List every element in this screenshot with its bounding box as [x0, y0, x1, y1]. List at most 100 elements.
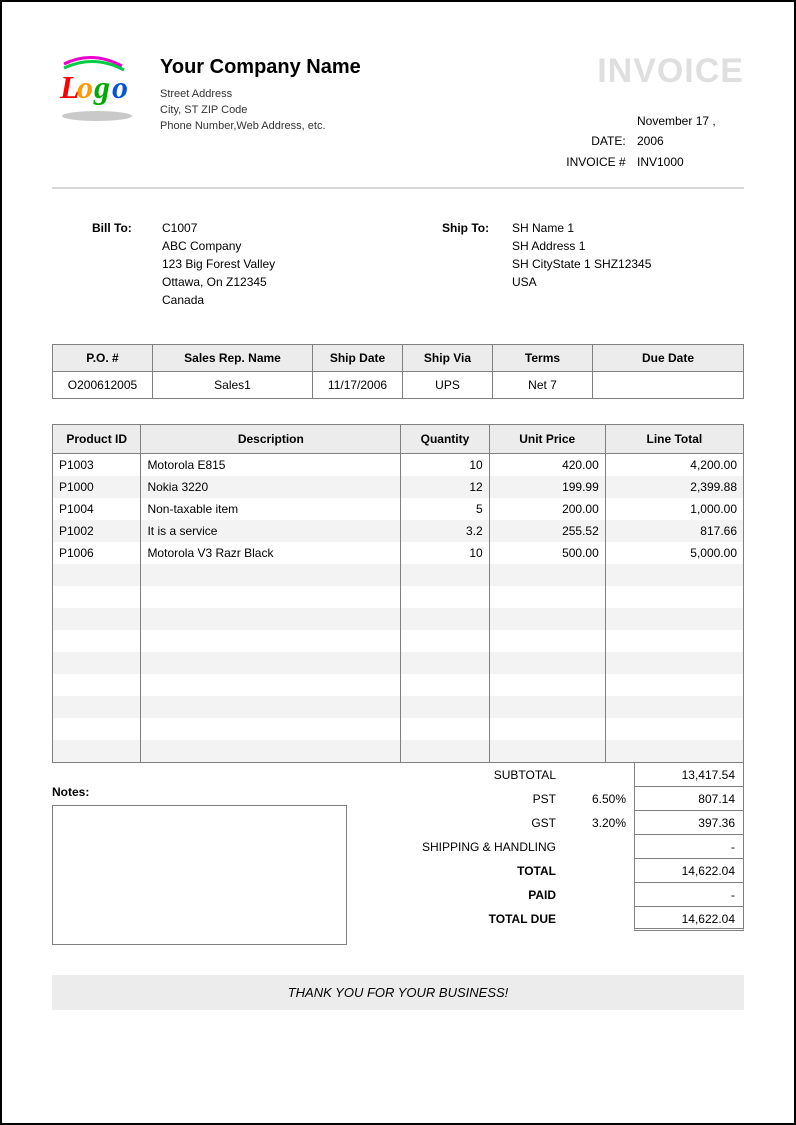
cell-qty [401, 740, 489, 762]
cell-desc [141, 630, 401, 652]
th-po: P.O. # [53, 345, 153, 372]
td-terms: Net 7 [493, 372, 593, 399]
ship-to-line2: SH Address 1 [512, 237, 651, 255]
cell-pid [53, 740, 141, 762]
table-row [53, 740, 744, 762]
bill-to-line1: C1007 [162, 219, 275, 237]
cell-desc [141, 608, 401, 630]
pst-value: 807.14 [634, 787, 744, 811]
table-row: P1003Motorola E81510420.004,200.00 [53, 454, 744, 477]
cell-desc [141, 652, 401, 674]
ship-to-line1: SH Name 1 [512, 219, 651, 237]
totals-block: SUBTOTAL 13,417.54 PST 6.50% 807.14 GST … [347, 763, 744, 945]
cell-qty [401, 652, 489, 674]
total-due-label: TOTAL DUE [347, 912, 564, 926]
table-row: P1006Motorola V3 Razr Black10500.005,000… [53, 542, 744, 564]
invoice-title: INVOICE [536, 52, 744, 91]
order-row: O200612005 Sales1 11/17/2006 UPS Net 7 [53, 372, 744, 399]
cell-pid: P1002 [53, 520, 141, 542]
invoice-meta: DATE: November 17 , 2006 INVOICE # INV10… [536, 111, 744, 172]
cell-desc: It is a service [141, 520, 401, 542]
paid-value: - [634, 883, 744, 907]
company-line1: Street Address [160, 87, 361, 103]
ship-to-line4: USA [512, 273, 651, 291]
th-line-total: Line Total [605, 425, 743, 454]
cell-qty: 12 [401, 476, 489, 498]
svg-text:g: g [93, 69, 110, 105]
cell-total [605, 740, 743, 762]
cell-price: 199.99 [489, 476, 605, 498]
table-row [53, 608, 744, 630]
paid-label: PAID [347, 888, 564, 902]
td-ship-date: 11/17/2006 [313, 372, 403, 399]
cell-total [605, 718, 743, 740]
cell-price [489, 630, 605, 652]
cell-desc: Motorola V3 Razr Black [141, 542, 401, 564]
header-divider [52, 187, 744, 189]
cell-pid: P1006 [53, 542, 141, 564]
table-row [53, 652, 744, 674]
total-value: 14,622.04 [634, 859, 744, 883]
cell-total: 4,200.00 [605, 454, 743, 477]
invoice-date: November 17 , 2006 [629, 111, 744, 152]
total-label: TOTAL [347, 864, 564, 878]
cell-desc [141, 740, 401, 762]
svg-text:o: o [77, 69, 93, 105]
cell-desc: Motorola E815 [141, 454, 401, 477]
th-product-id: Product ID [53, 425, 141, 454]
cell-price: 255.52 [489, 520, 605, 542]
cell-pid [53, 586, 141, 608]
cell-desc [141, 564, 401, 586]
cell-qty: 10 [401, 542, 489, 564]
bill-to-lines: C1007 ABC Company 123 Big Forest Valley … [162, 219, 275, 309]
bill-to-line4: Ottawa, On Z12345 [162, 273, 275, 291]
svg-text:o: o [112, 69, 128, 105]
subtotal-label: SUBTOTAL [347, 768, 564, 782]
gst-label: GST [347, 816, 564, 830]
th-ship-date: Ship Date [313, 345, 403, 372]
notes-block: Notes: [52, 785, 347, 945]
cell-pid: P1004 [53, 498, 141, 520]
pst-label: PST [347, 792, 564, 806]
logo-icon: L o g o [52, 52, 142, 127]
cell-desc: Nokia 3220 [141, 476, 401, 498]
cell-pid: P1003 [53, 454, 141, 477]
addresses: Bill To: C1007 ABC Company 123 Big Fores… [52, 219, 744, 309]
table-row: P1000Nokia 322012199.992,399.88 [53, 476, 744, 498]
cell-qty: 5 [401, 498, 489, 520]
cell-pid [53, 696, 141, 718]
subtotal-value: 13,417.54 [634, 763, 744, 787]
cell-pid [53, 718, 141, 740]
thank-you-message: THANK YOU FOR YOUR BUSINESS! [52, 975, 744, 1010]
invoice-number: INV1000 [629, 152, 744, 172]
company-line3: Phone Number,Web Address, etc. [160, 119, 361, 135]
cell-price [489, 718, 605, 740]
table-row [53, 630, 744, 652]
table-row [53, 696, 744, 718]
td-po: O200612005 [53, 372, 153, 399]
invoice-page: L o g o Your Company Name Street Address… [0, 0, 796, 1125]
th-description: Description [141, 425, 401, 454]
cell-total [605, 630, 743, 652]
td-rep: Sales1 [153, 372, 313, 399]
cell-price: 420.00 [489, 454, 605, 477]
cell-qty [401, 674, 489, 696]
order-table: P.O. # Sales Rep. Name Ship Date Ship Vi… [52, 344, 744, 399]
cell-total [605, 586, 743, 608]
cell-qty: 3.2 [401, 520, 489, 542]
gst-value: 397.36 [634, 811, 744, 835]
pst-pct: 6.50% [564, 792, 634, 806]
cell-desc [141, 696, 401, 718]
cell-total [605, 608, 743, 630]
header-left: L o g o Your Company Name Street Address… [52, 52, 361, 135]
ship-to-block: Ship To: SH Name 1 SH Address 1 SH CityS… [442, 219, 651, 309]
notes-label: Notes: [52, 785, 347, 799]
cell-desc [141, 718, 401, 740]
th-rep: Sales Rep. Name [153, 345, 313, 372]
company-line2: City, ST ZIP Code [160, 103, 361, 119]
cell-pid [53, 674, 141, 696]
header: L o g o Your Company Name Street Address… [52, 52, 744, 172]
cell-qty [401, 630, 489, 652]
cell-desc: Non-taxable item [141, 498, 401, 520]
td-ship-via: UPS [403, 372, 493, 399]
